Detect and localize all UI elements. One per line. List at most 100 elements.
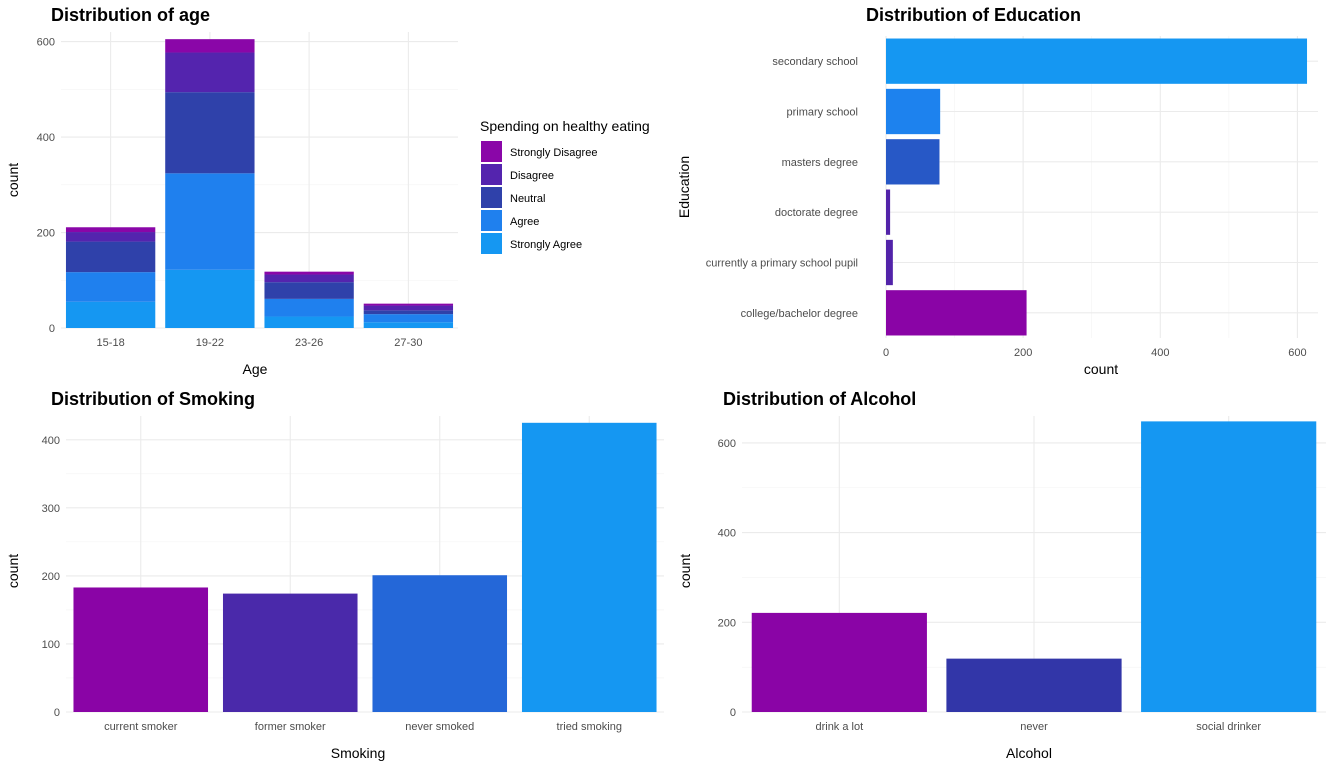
- y-tick-label: 400: [42, 435, 60, 447]
- x-tick-label: 600: [1288, 347, 1306, 359]
- alcohol-panel: Distribution of Alcohol 0 200 400 600 drink…: [677, 389, 1326, 761]
- education-y-axis-label: Education: [676, 156, 692, 218]
- bar-drink-a-lot: [751, 612, 927, 712]
- bar-segment-23-26-strongly-disagree: [264, 271, 354, 275]
- bar-segment-23-26-strongly-agree: [264, 316, 354, 328]
- smoking-y-axis-label: count: [5, 554, 21, 588]
- smoking-y-tick-labels: 0 100 200 300 400: [42, 435, 60, 719]
- bar-current-smoker: [73, 587, 209, 712]
- x-tick-label: 19-22: [196, 337, 224, 349]
- bar-segment-19-22-disagree: [165, 52, 255, 93]
- age-x-axis-label: Age: [243, 361, 268, 377]
- y-tick-label: 400: [37, 132, 55, 144]
- y-tick-label: 400: [718, 528, 736, 540]
- x-tick-label: 200: [1014, 347, 1032, 359]
- x-tick-label: never: [1020, 721, 1048, 733]
- bar-segment-23-26-neutral: [264, 282, 354, 299]
- y-tick-label: 200: [42, 571, 60, 583]
- alcohol-x-axis-label: Alcohol: [1006, 745, 1052, 761]
- y-tick-label: 200: [718, 617, 736, 629]
- y-tick-label: 300: [42, 503, 60, 515]
- bar-segment-27-30-disagree: [363, 305, 454, 311]
- smoking-bars: [73, 422, 657, 712]
- bar-segment-27-30-agree: [363, 314, 454, 323]
- age-bars: [65, 39, 454, 328]
- bar-segment-19-22-strongly-disagree: [165, 39, 255, 53]
- smoking-panel: Distribution of Smoking 0 100 200 300 400 cu…: [5, 389, 664, 761]
- education-bars: [886, 38, 1308, 336]
- bar-segment-19-22-strongly-agree: [165, 269, 255, 328]
- x-tick-label: social drinker: [1196, 721, 1261, 733]
- bar-segment-27-30-strongly-agree: [363, 322, 454, 328]
- alcohol-bars: [751, 421, 1317, 712]
- bar-secondary-school: [886, 38, 1308, 84]
- age-title: Distribution of age: [51, 5, 210, 25]
- legend-key-agree: [481, 210, 502, 231]
- y-tick-label: 600: [37, 37, 55, 49]
- education-x-tick-labels: 0 200 400 600: [883, 347, 1307, 359]
- alcohol-title: Distribution of Alcohol: [723, 389, 916, 409]
- x-tick-label: 23-26: [295, 337, 323, 349]
- y-tick-label: doctorate degree: [775, 207, 858, 219]
- y-tick-label: masters degree: [782, 157, 858, 169]
- bar-segment-15-18-disagree: [65, 232, 156, 242]
- bar-segment-15-18-strongly-agree: [65, 301, 156, 328]
- x-tick-label: former smoker: [255, 721, 326, 733]
- bar-former-smoker: [222, 593, 358, 712]
- legend-key-strongly-disagree: [481, 141, 502, 162]
- y-tick-label: 600: [718, 438, 736, 450]
- legend-key-strongly-agree: [481, 233, 502, 254]
- y-tick-label: 100: [42, 639, 60, 651]
- legend-key-neutral: [481, 187, 502, 208]
- bar-college-bachelor-degree: [886, 290, 1027, 336]
- y-tick-label: secondary school: [772, 56, 858, 68]
- education-title: Distribution of Education: [866, 5, 1081, 25]
- age-legend: Spending on healthy eating Strongly Disa…: [480, 118, 650, 254]
- education-x-axis-label: count: [1084, 361, 1118, 377]
- bar-never: [946, 658, 1122, 712]
- education-panel: Distribution of Education college/bachel…: [676, 5, 1318, 377]
- bar-currently-a-primary-school-pupil: [886, 239, 893, 286]
- x-tick-label: 27-30: [394, 337, 422, 349]
- x-tick-label: drink a lot: [815, 721, 863, 733]
- legend-label-neutral: Neutral: [510, 193, 545, 205]
- bar-doctorate-degree: [886, 189, 891, 235]
- age-panel: Distribution of age 0 200 400 600 15-18 19-2…: [5, 5, 650, 377]
- y-tick-label: college/bachelor degree: [741, 308, 858, 320]
- smoking-x-tick-labels: current smoker former smoker never smoked t…: [104, 721, 622, 733]
- bar-segment-23-26-disagree: [264, 274, 354, 283]
- bar-masters-degree: [886, 139, 940, 185]
- y-tick-label: 0: [730, 707, 736, 719]
- legend-label-agree: Agree: [510, 216, 539, 228]
- y-tick-label: 0: [49, 323, 55, 335]
- bar-segment-23-26-agree: [264, 298, 354, 317]
- bar-segment-27-30-strongly-disagree: [363, 303, 454, 306]
- legend-label-strongly-disagree: Strongly Disagree: [510, 147, 597, 159]
- legend-key-disagree: [481, 164, 502, 185]
- y-tick-label: 200: [37, 228, 55, 240]
- bar-segment-19-22-agree: [165, 173, 255, 270]
- bar-segment-15-18-neutral: [65, 241, 156, 273]
- bar-social-drinker: [1141, 421, 1317, 712]
- y-tick-label: 0: [54, 707, 60, 719]
- x-tick-label: 0: [883, 347, 889, 359]
- bar-tried-smoking: [521, 422, 657, 712]
- x-tick-label: tried smoking: [557, 721, 622, 733]
- x-tick-label: 400: [1151, 347, 1169, 359]
- bar-segment-27-30-neutral: [363, 310, 454, 315]
- smoking-title: Distribution of Smoking: [51, 389, 255, 409]
- bar-primary-school: [886, 88, 941, 135]
- legend-label-strongly-agree: Strongly Agree: [510, 239, 582, 251]
- legend-items: Strongly Disagree Disagree Neutral Agree Str…: [481, 141, 597, 254]
- age-y-axis-label: count: [5, 163, 21, 197]
- x-tick-label: never smoked: [405, 721, 474, 733]
- age-y-tick-labels: 0 200 400 600: [37, 37, 55, 335]
- bar-segment-15-18-strongly-disagree: [65, 227, 156, 233]
- legend-title: Spending on healthy eating: [480, 118, 650, 134]
- alcohol-y-axis-label: count: [677, 554, 693, 588]
- legend-label-disagree: Disagree: [510, 170, 554, 182]
- age-x-tick-labels: 15-18 19-22 23-26 27-30: [97, 337, 423, 349]
- bar-segment-19-22-neutral: [165, 92, 255, 174]
- y-tick-label: currently a primary school pupil: [706, 258, 858, 270]
